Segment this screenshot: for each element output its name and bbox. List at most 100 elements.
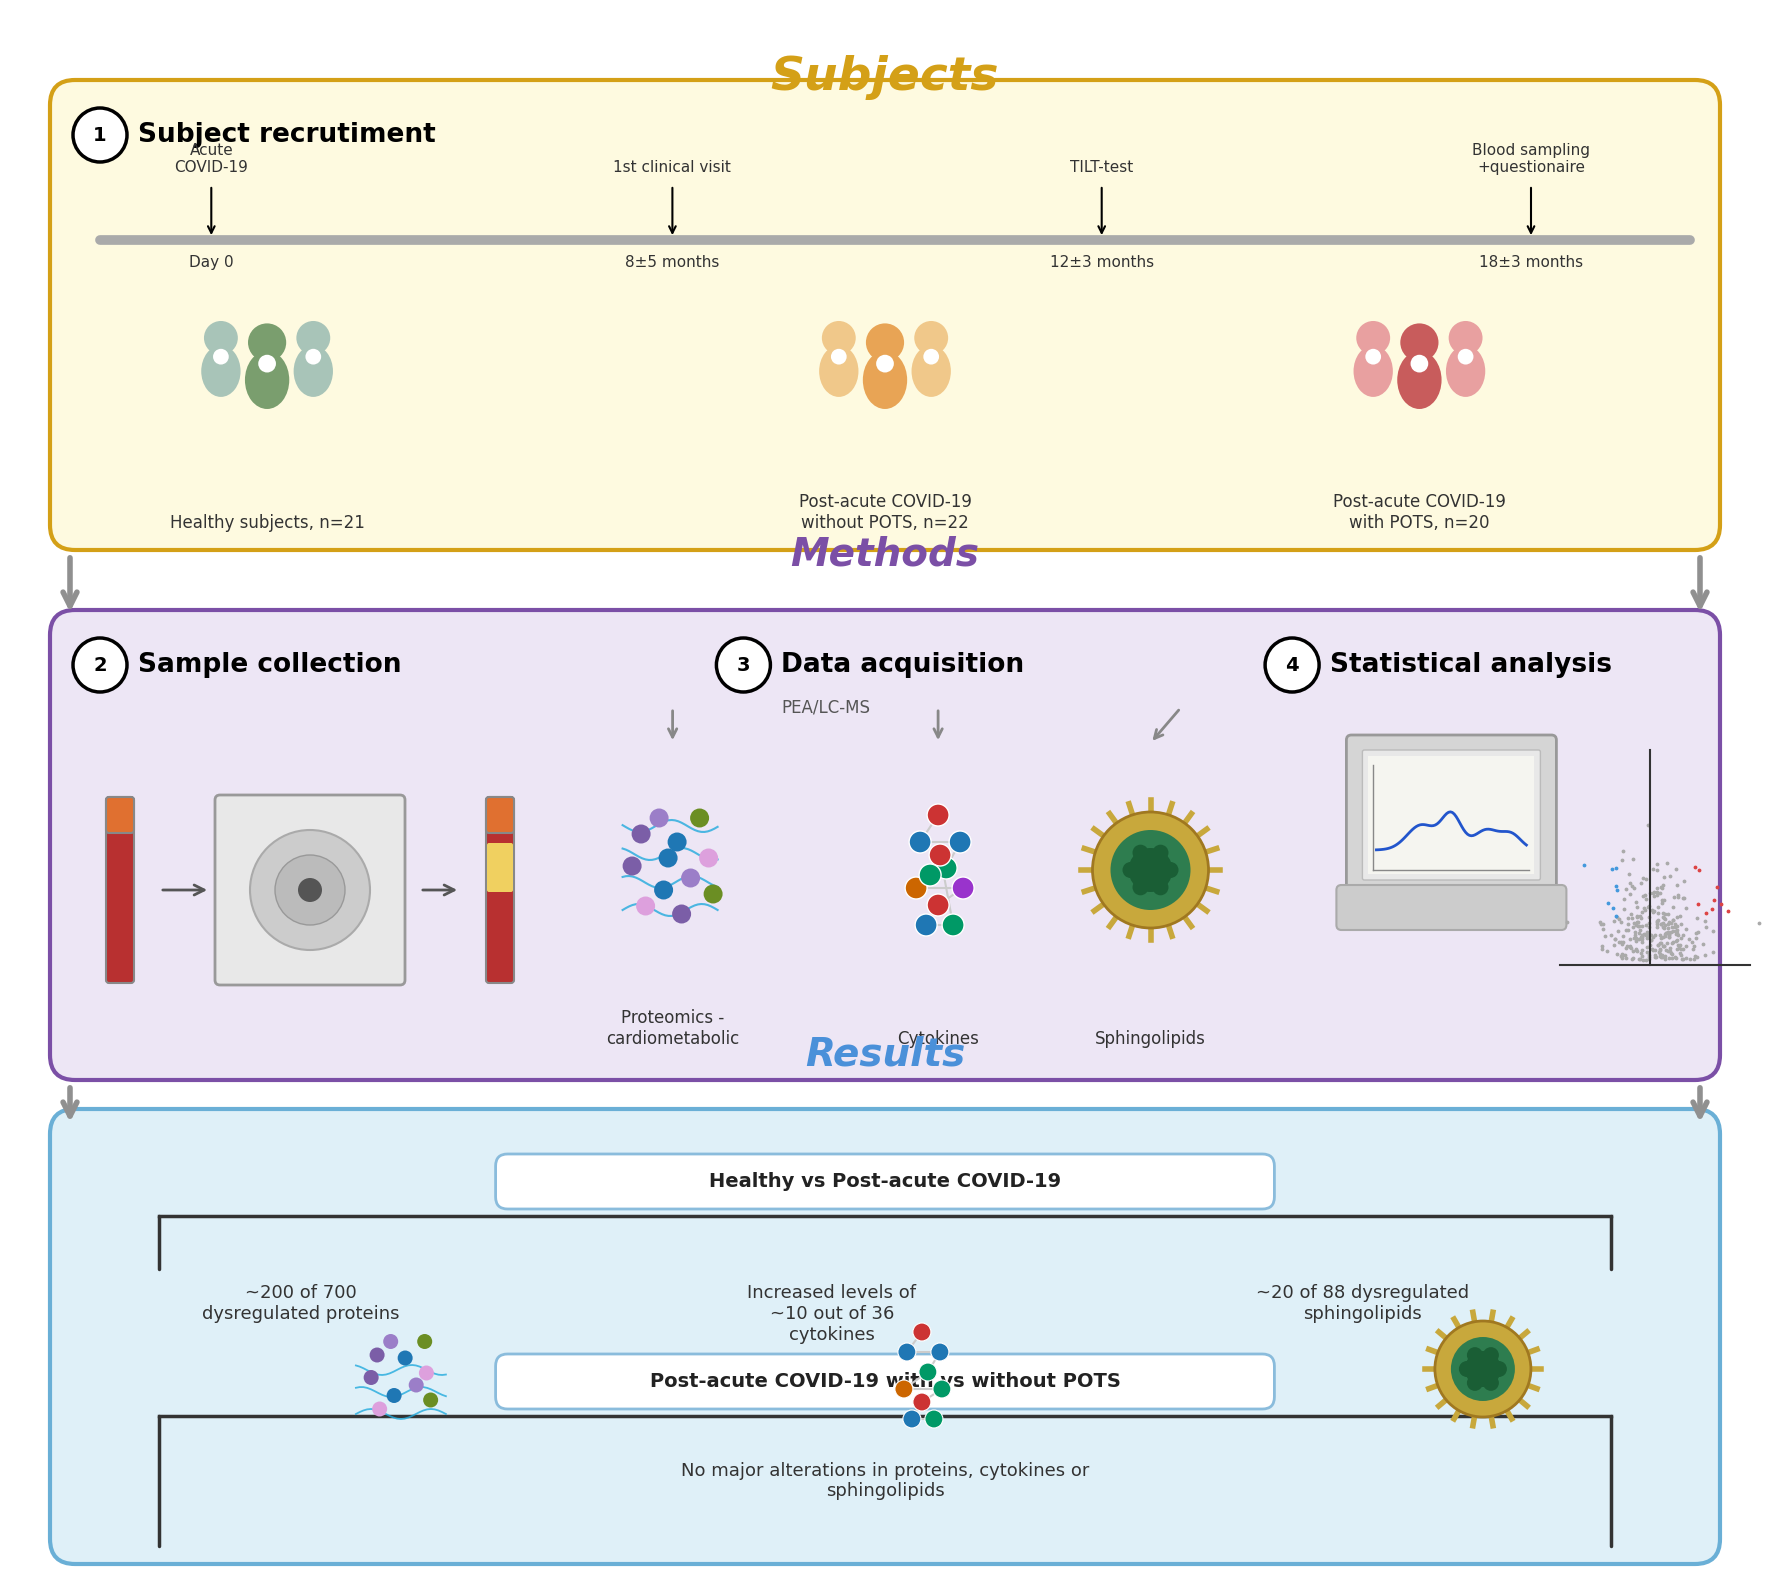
Circle shape bbox=[821, 321, 855, 354]
Circle shape bbox=[73, 108, 127, 162]
Circle shape bbox=[1411, 354, 1428, 372]
Circle shape bbox=[1466, 1351, 1501, 1387]
Text: 12±3 months: 12±3 months bbox=[1050, 254, 1154, 270]
Circle shape bbox=[931, 1343, 949, 1362]
Ellipse shape bbox=[202, 345, 241, 397]
Text: Sphingolipids: Sphingolipids bbox=[1096, 1030, 1205, 1049]
Text: 3: 3 bbox=[736, 656, 750, 674]
Text: Methods: Methods bbox=[791, 535, 979, 574]
Text: TILT-test: TILT-test bbox=[1071, 160, 1133, 175]
Ellipse shape bbox=[1446, 345, 1485, 397]
Circle shape bbox=[667, 833, 687, 852]
Circle shape bbox=[650, 809, 669, 828]
Circle shape bbox=[1356, 321, 1389, 354]
Circle shape bbox=[1400, 324, 1439, 362]
FancyBboxPatch shape bbox=[50, 610, 1720, 1081]
Circle shape bbox=[1092, 812, 1209, 928]
Circle shape bbox=[699, 849, 719, 868]
Text: No major alterations in proteins, cytokines or
sphingolipids: No major alterations in proteins, cytoki… bbox=[681, 1462, 1089, 1500]
FancyBboxPatch shape bbox=[1368, 756, 1535, 874]
Text: Day 0: Day 0 bbox=[189, 254, 234, 270]
FancyBboxPatch shape bbox=[106, 798, 135, 984]
Circle shape bbox=[1448, 321, 1483, 354]
Circle shape bbox=[903, 1409, 920, 1429]
Circle shape bbox=[658, 849, 678, 868]
Text: Proteomics -
cardiometabolic: Proteomics - cardiometabolic bbox=[605, 1009, 740, 1049]
FancyBboxPatch shape bbox=[1363, 750, 1540, 880]
Circle shape bbox=[635, 896, 655, 915]
Circle shape bbox=[1266, 639, 1319, 691]
Circle shape bbox=[1490, 1362, 1506, 1378]
Ellipse shape bbox=[244, 351, 289, 408]
Circle shape bbox=[274, 855, 345, 925]
Circle shape bbox=[1133, 845, 1149, 861]
Circle shape bbox=[866, 324, 904, 362]
Circle shape bbox=[1483, 1347, 1499, 1363]
Circle shape bbox=[913, 1394, 931, 1411]
Circle shape bbox=[896, 1379, 913, 1398]
Circle shape bbox=[690, 809, 710, 828]
Circle shape bbox=[897, 1343, 915, 1362]
Text: Subjects: Subjects bbox=[770, 56, 1000, 100]
Circle shape bbox=[949, 831, 972, 853]
Circle shape bbox=[306, 350, 320, 364]
Circle shape bbox=[1483, 1374, 1499, 1390]
Text: Increased levels of
~10 out of 36
cytokines: Increased levels of ~10 out of 36 cytoki… bbox=[747, 1284, 917, 1344]
Text: Post-acute COVID-19
with POTS, n=20: Post-acute COVID-19 with POTS, n=20 bbox=[1333, 493, 1506, 532]
Circle shape bbox=[409, 1378, 423, 1392]
Circle shape bbox=[1110, 829, 1191, 910]
Circle shape bbox=[212, 350, 228, 364]
Circle shape bbox=[1435, 1320, 1531, 1417]
Circle shape bbox=[673, 904, 690, 923]
Circle shape bbox=[363, 1370, 379, 1386]
FancyBboxPatch shape bbox=[487, 798, 513, 984]
Ellipse shape bbox=[1354, 345, 1393, 397]
Circle shape bbox=[655, 880, 673, 899]
Text: 8±5 months: 8±5 months bbox=[625, 254, 720, 270]
Circle shape bbox=[913, 1324, 931, 1341]
Text: Data acquisition: Data acquisition bbox=[781, 651, 1025, 679]
Text: Results: Results bbox=[805, 1034, 965, 1073]
FancyBboxPatch shape bbox=[50, 1109, 1720, 1564]
Circle shape bbox=[830, 350, 846, 364]
Circle shape bbox=[258, 354, 276, 372]
Circle shape bbox=[935, 856, 958, 879]
Circle shape bbox=[942, 914, 965, 936]
Circle shape bbox=[418, 1335, 432, 1349]
Circle shape bbox=[1163, 861, 1179, 879]
Circle shape bbox=[704, 885, 722, 904]
Circle shape bbox=[296, 321, 331, 354]
Circle shape bbox=[1365, 350, 1381, 364]
Text: Sample collection: Sample collection bbox=[138, 651, 402, 679]
Circle shape bbox=[1467, 1347, 1483, 1363]
Circle shape bbox=[204, 321, 237, 354]
Circle shape bbox=[919, 864, 942, 887]
Text: Post-acute COVID-19
without POTS, n=22: Post-acute COVID-19 without POTS, n=22 bbox=[798, 493, 972, 532]
Circle shape bbox=[929, 844, 950, 866]
Circle shape bbox=[1467, 1374, 1483, 1390]
Text: Healthy vs Post-acute COVID-19: Healthy vs Post-acute COVID-19 bbox=[710, 1173, 1060, 1192]
Circle shape bbox=[915, 914, 936, 936]
Circle shape bbox=[623, 856, 641, 876]
FancyBboxPatch shape bbox=[1336, 885, 1566, 930]
Circle shape bbox=[419, 1365, 434, 1381]
Circle shape bbox=[1122, 861, 1138, 879]
FancyBboxPatch shape bbox=[487, 844, 513, 891]
Circle shape bbox=[73, 639, 127, 691]
Text: 2: 2 bbox=[94, 656, 106, 674]
Circle shape bbox=[1458, 1362, 1474, 1378]
Circle shape bbox=[398, 1351, 412, 1365]
Circle shape bbox=[1129, 849, 1172, 891]
FancyBboxPatch shape bbox=[214, 794, 405, 985]
Circle shape bbox=[372, 1401, 388, 1416]
Circle shape bbox=[717, 639, 770, 691]
Circle shape bbox=[924, 350, 940, 364]
Text: 4: 4 bbox=[1285, 656, 1299, 674]
Circle shape bbox=[1458, 350, 1473, 364]
Text: Healthy subjects, n=21: Healthy subjects, n=21 bbox=[170, 513, 365, 532]
Circle shape bbox=[927, 804, 949, 826]
Text: 18±3 months: 18±3 months bbox=[1480, 254, 1582, 270]
Circle shape bbox=[250, 829, 370, 950]
Circle shape bbox=[1451, 1336, 1515, 1401]
Ellipse shape bbox=[1397, 351, 1441, 408]
